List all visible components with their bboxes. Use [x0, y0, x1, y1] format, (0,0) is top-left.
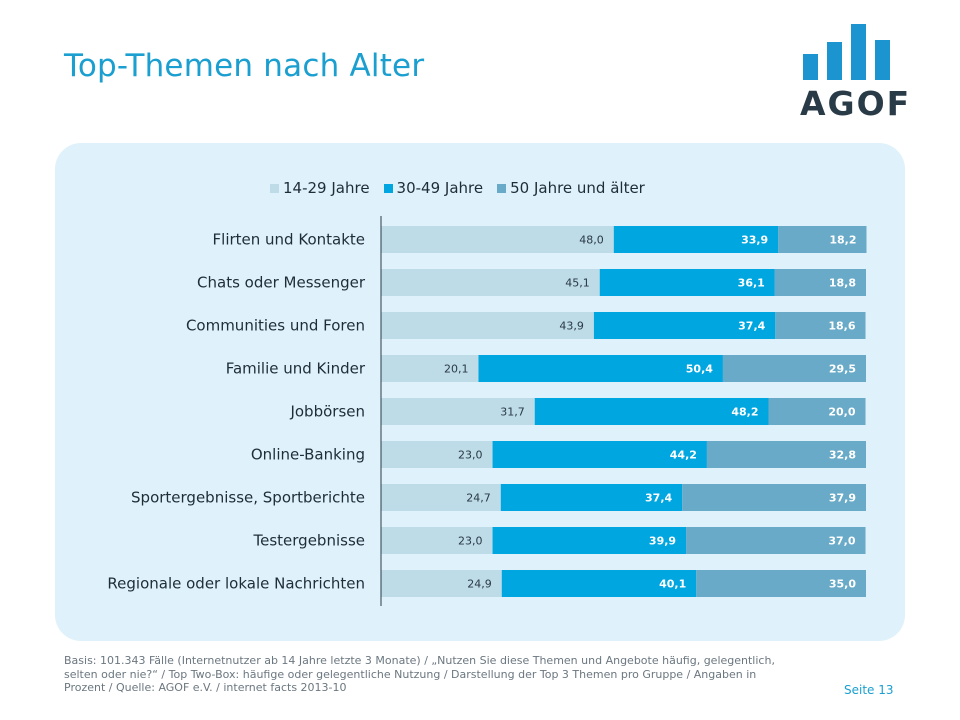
- bar-segment: [686, 527, 866, 554]
- data-label: 48,0: [579, 234, 604, 247]
- agof-logo: AGOF: [800, 22, 909, 123]
- bar-segment: [381, 484, 501, 511]
- data-label: 24,9: [467, 578, 492, 591]
- bar-segment: [613, 226, 779, 253]
- category-label: Flirten und Kontakte: [213, 231, 365, 249]
- bar-segment: [381, 355, 479, 382]
- bar-segment: [492, 441, 707, 468]
- bar-segment: [534, 398, 769, 425]
- bar-segment: [381, 527, 493, 554]
- data-label: 35,0: [829, 578, 856, 591]
- logo-bar: [827, 42, 842, 80]
- bar-segment: [501, 570, 697, 597]
- category-label: Regionale oder lokale Nachrichten: [107, 575, 365, 593]
- category-label: Communities und Foren: [186, 317, 365, 335]
- bar-segment: [478, 355, 723, 382]
- data-label: 48,2: [731, 406, 758, 419]
- data-label: 50,4: [686, 363, 713, 376]
- footnote: Basis: 101.343 Fälle (Internetnutzer ab …: [64, 654, 775, 694]
- category-label: Online-Banking: [251, 446, 365, 464]
- data-label: 33,9: [741, 234, 768, 247]
- legend-item: 50 Jahre und älter: [497, 178, 645, 198]
- data-label: 24,7: [466, 492, 491, 505]
- logo-text: AGOF: [800, 84, 912, 123]
- bar-segment: [492, 527, 687, 554]
- logo-bar: [875, 40, 890, 80]
- bar-segment: [775, 312, 866, 339]
- logo-bar: [803, 54, 818, 80]
- data-label: 23,0: [458, 535, 483, 548]
- data-label: 31,7: [500, 406, 525, 419]
- legend-item: 30-49 Jahre: [383, 178, 484, 198]
- data-label: 20,0: [828, 406, 855, 419]
- data-label: 36,1: [738, 277, 765, 290]
- data-label: 37,4: [645, 492, 672, 505]
- legend-label: 30-49 Jahre: [396, 179, 484, 197]
- bar-segment: [381, 570, 502, 597]
- category-label: Testergebnisse: [253, 532, 365, 550]
- bar-segment: [682, 484, 866, 511]
- data-label: 44,2: [670, 449, 697, 462]
- category-label: Sportergebnisse, Sportberichte: [131, 489, 365, 507]
- legend-swatch: [497, 183, 507, 193]
- bar-segment: [381, 226, 614, 253]
- bar-segment: [722, 355, 866, 382]
- bar-segment: [381, 269, 600, 296]
- data-label: 29,5: [829, 363, 856, 376]
- category-label: Jobbörsen: [289, 403, 365, 421]
- data-label: 39,9: [649, 535, 676, 548]
- legend-swatch: [383, 183, 393, 193]
- data-label: 37,9: [829, 492, 856, 505]
- bar-segment: [778, 226, 867, 253]
- data-label: 45,1: [565, 277, 590, 290]
- bar-segment: [768, 398, 866, 425]
- data-label: 40,1: [659, 578, 686, 591]
- logo-bar: [851, 24, 866, 80]
- data-label: 37,4: [738, 320, 765, 333]
- data-label: 18,6: [828, 320, 855, 333]
- bar-segment: [696, 570, 866, 597]
- legend-label: 50 Jahre und älter: [510, 179, 645, 197]
- data-label: 37,0: [828, 535, 855, 548]
- data-label: 32,8: [829, 449, 856, 462]
- legend-swatch: [270, 183, 279, 193]
- bar-segment: [599, 269, 775, 296]
- bar-segment: [706, 441, 866, 468]
- data-label: 18,2: [829, 234, 856, 247]
- bar-segment: [381, 312, 594, 339]
- category-label: Chats oder Messenger: [197, 274, 366, 292]
- bar-segment: [774, 269, 866, 296]
- legend-item: 14-29 Jahre: [270, 178, 370, 198]
- data-label: 18,8: [829, 277, 856, 290]
- chart-legend: 14-29 Jahre 30-49 Jahre 50 Jahre und ält…: [270, 178, 645, 198]
- page-title: Top-Themen nach Alter: [64, 48, 425, 84]
- bar-segment: [381, 398, 535, 425]
- page-number: Seite 13: [844, 683, 894, 697]
- category-label: Familie und Kinder: [226, 360, 366, 378]
- data-label: 23,0: [458, 449, 483, 462]
- data-label: 43,9: [559, 320, 584, 333]
- bar-segment: [500, 484, 683, 511]
- bar-segment: [381, 441, 493, 468]
- legend-label: 14-29 Jahre: [283, 179, 370, 197]
- data-label: 20,1: [444, 363, 469, 376]
- bar-segment: [593, 312, 776, 339]
